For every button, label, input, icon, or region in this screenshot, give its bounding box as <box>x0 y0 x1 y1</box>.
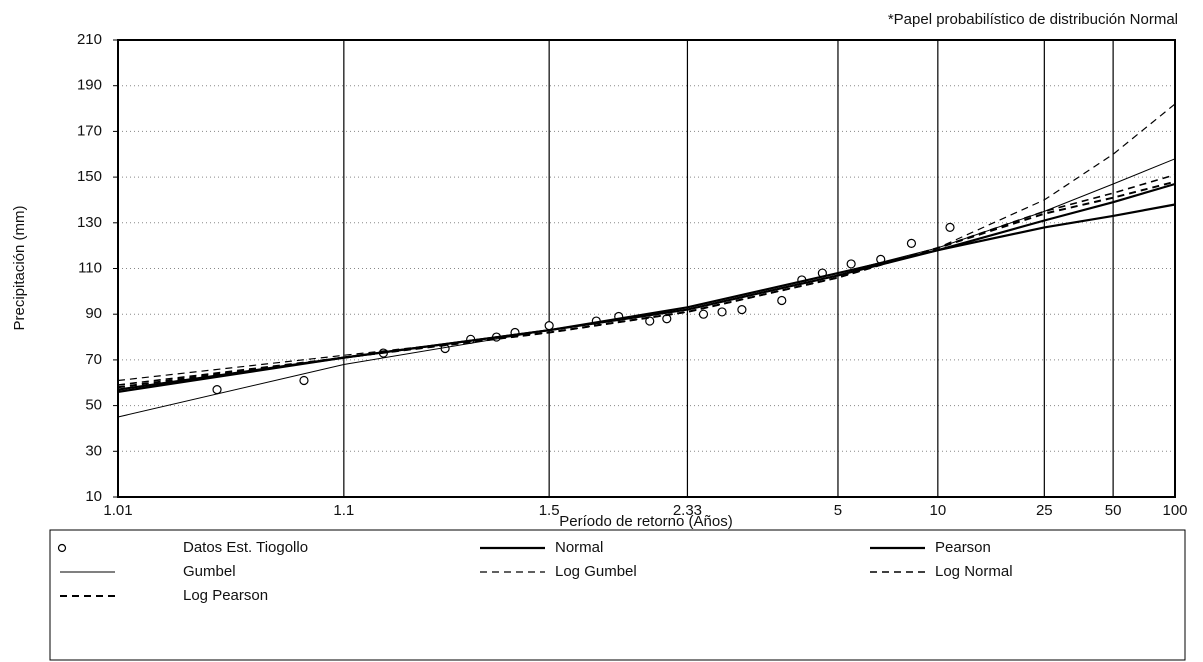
data-point <box>906 238 917 248</box>
y-tick-label: 190 <box>77 77 102 94</box>
x-tick-label: 2.33 <box>673 502 702 519</box>
legend-label: Pearson <box>935 539 991 556</box>
y-tick-label: 210 <box>77 31 102 48</box>
y-tick-label: 10 <box>85 488 102 505</box>
y-tick-label: 130 <box>77 214 102 231</box>
x-tick-label: 100 <box>1162 502 1187 519</box>
y-tick-label: 70 <box>85 351 102 368</box>
legend-label: Log Normal <box>935 563 1013 580</box>
x-axis-label: Período de retorno (Años) <box>559 513 732 530</box>
series-line <box>117 174 1176 386</box>
x-tick-label: 5 <box>834 502 842 519</box>
legend-box <box>49 529 1186 661</box>
y-axis-label: Precipitación (mm) <box>11 205 28 330</box>
legend-label: Normal <box>555 539 603 556</box>
y-tick-label: 90 <box>85 305 102 322</box>
plot-frame <box>117 39 1176 498</box>
y-tick-label: 110 <box>78 259 102 276</box>
y-tick-label: 50 <box>85 397 102 414</box>
series-line <box>117 203 1176 393</box>
series-line <box>117 158 1176 418</box>
y-tick-label: 170 <box>77 122 102 139</box>
data-point <box>698 309 709 319</box>
series-line <box>117 103 1176 382</box>
x-tick-label: 10 <box>929 502 946 519</box>
annotation: *Papel probabilístico de distribución No… <box>888 11 1178 28</box>
x-tick-label: 1.5 <box>539 502 560 519</box>
data-point <box>846 259 856 269</box>
legend-label: Gumbel <box>183 563 236 580</box>
y-tick-label: 30 <box>85 442 102 459</box>
legend-marker <box>57 543 67 553</box>
series-line <box>117 182 1176 391</box>
x-tick-label: 50 <box>1105 502 1122 519</box>
data-point <box>645 316 655 326</box>
y-tick-label: 150 <box>77 168 102 185</box>
legend-label: Log Pearson <box>183 587 268 604</box>
x-tick-label: 1.1 <box>333 502 354 519</box>
data-point <box>299 375 309 386</box>
legend-label: Datos Est. Tiogollo <box>183 539 308 556</box>
data-point <box>945 222 955 232</box>
data-point <box>777 295 787 306</box>
legend-label: Log Gumbel <box>555 563 637 580</box>
data-point <box>737 305 747 315</box>
x-tick-label: 1.01 <box>103 502 132 519</box>
x-tick-label: 25 <box>1036 502 1053 519</box>
data-point <box>544 321 554 331</box>
data-point <box>717 307 727 317</box>
data-point <box>212 385 222 395</box>
